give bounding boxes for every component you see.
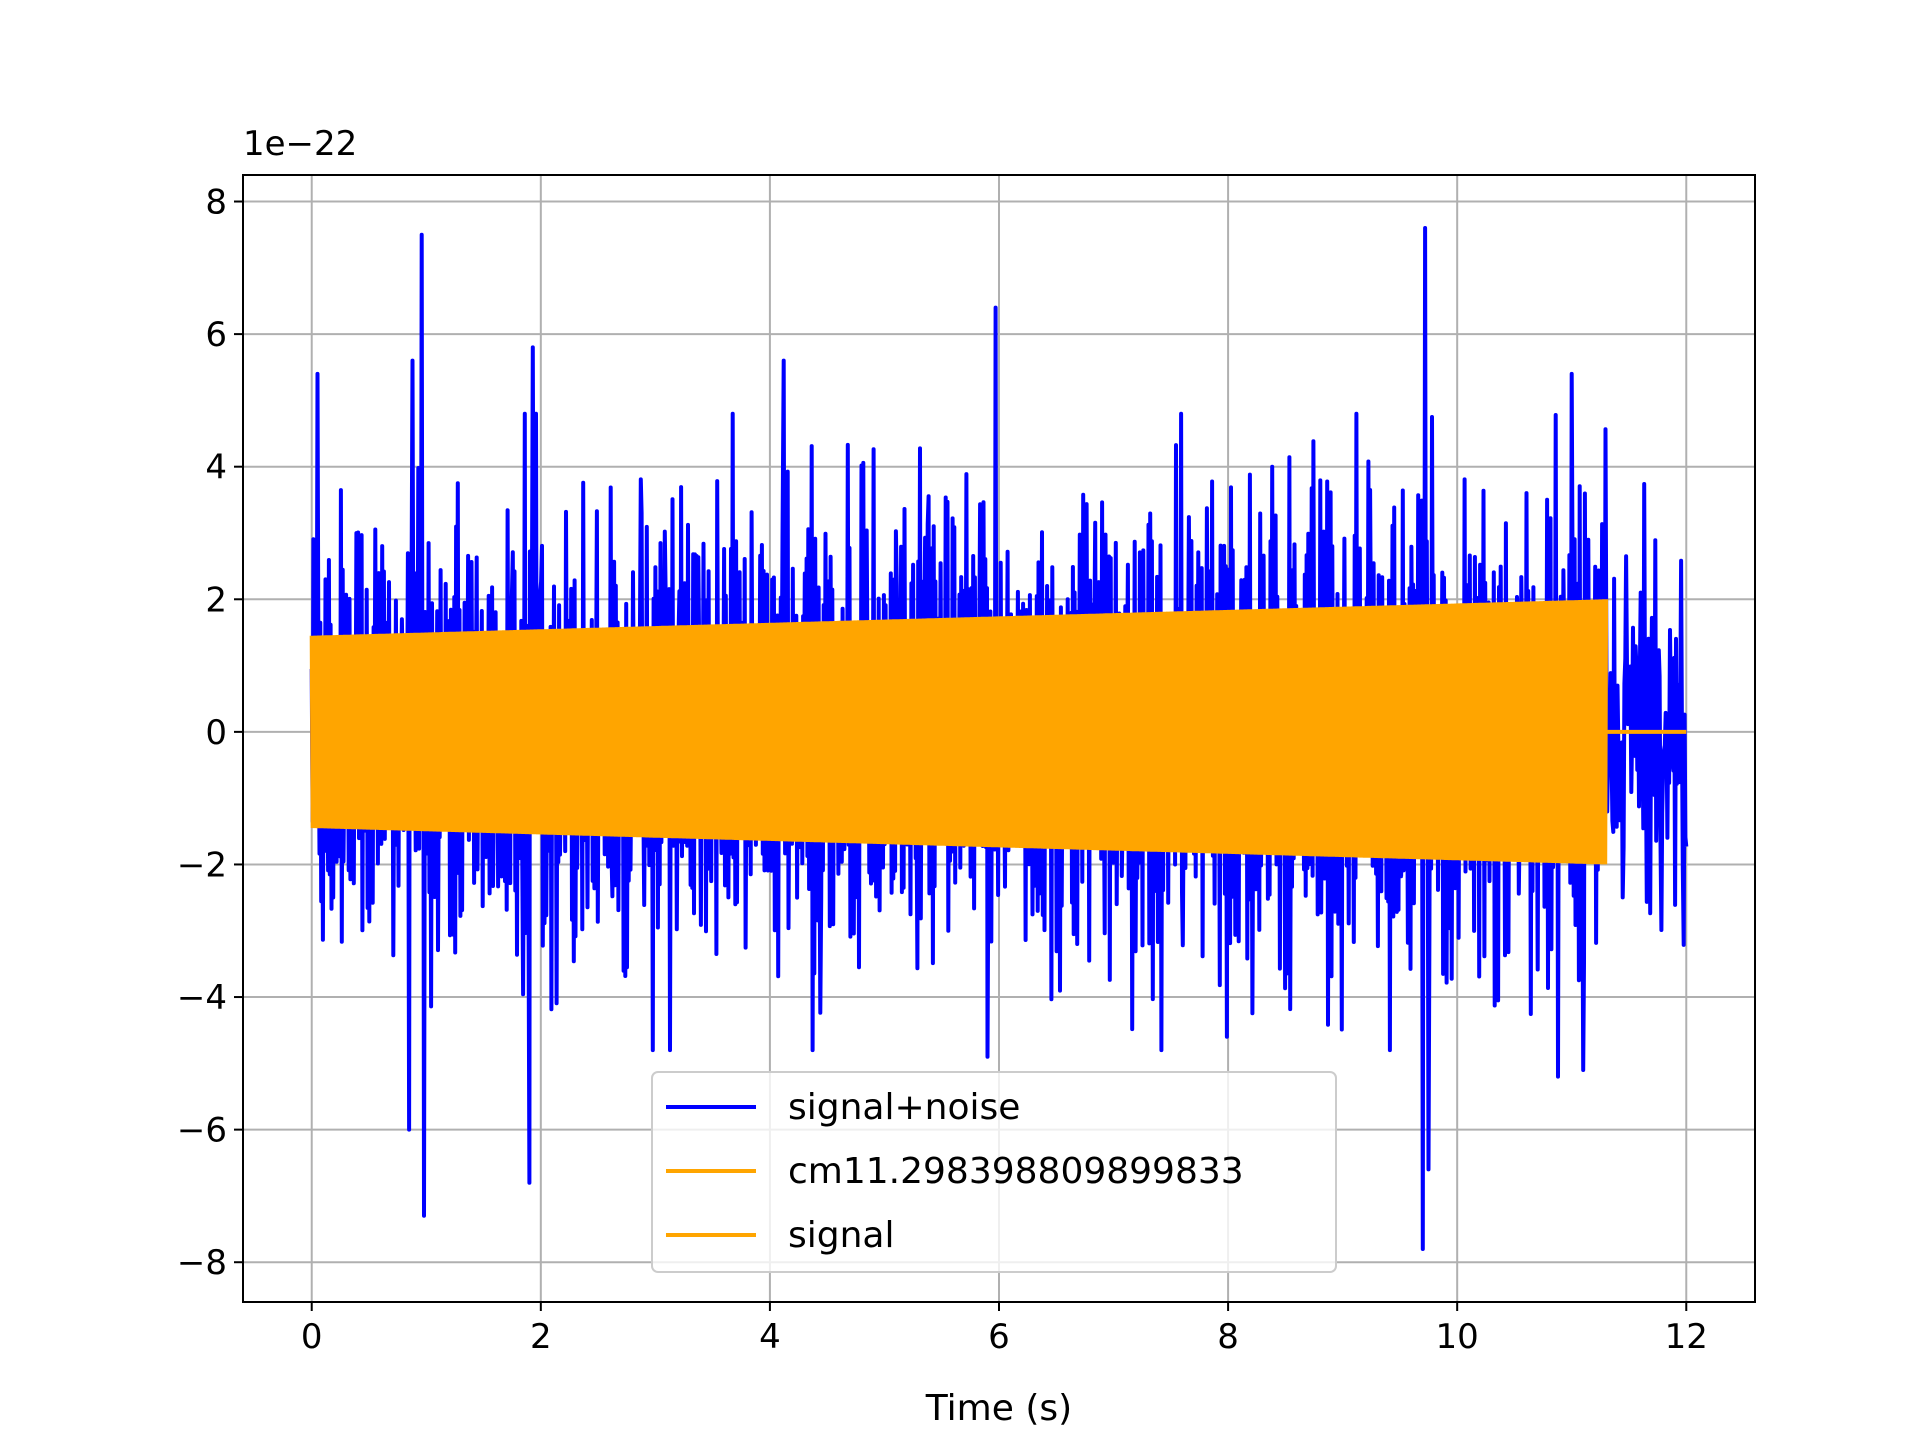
series-area [309,226,1689,1251]
y-offset-text: 1e−22 [243,124,357,164]
y-tick-label: −2 [177,845,227,885]
x-axis-label: Time (s) [925,1388,1072,1429]
y-tick-label: 2 [205,580,227,620]
x-tick-label: 8 [1217,1317,1239,1357]
x-tick-label: 4 [759,1317,781,1357]
x-tick-label: 2 [530,1317,552,1357]
y-tick-label: 8 [205,183,227,223]
series-cm-chirp [309,599,1609,865]
legend-label: cm11.298398809899833 [788,1151,1244,1192]
x-tick-label: 0 [301,1317,323,1357]
y-tick-label: 4 [205,448,227,488]
y-tick-label: −6 [177,1111,227,1151]
x-tick-label: 6 [988,1317,1010,1357]
x-tick-label: 10 [1436,1317,1479,1357]
axis-ticks: 0 2 4 6 8 10 12 8 6 4 2 0 −2 −4 −6 −8 [177,183,1708,1357]
legend-box [651,1071,1337,1273]
y-tick-label: −8 [177,1243,227,1283]
legend-label: signal+noise [788,1087,1020,1128]
y-tick-label: 6 [205,315,227,355]
y-tick-label: −4 [177,978,227,1018]
y-tick-label: 0 [205,713,227,753]
legend-label: signal [788,1215,895,1256]
x-tick-label: 12 [1665,1317,1708,1357]
legend: signal+noise cm11.298398809899833 signal [651,1071,1337,1273]
